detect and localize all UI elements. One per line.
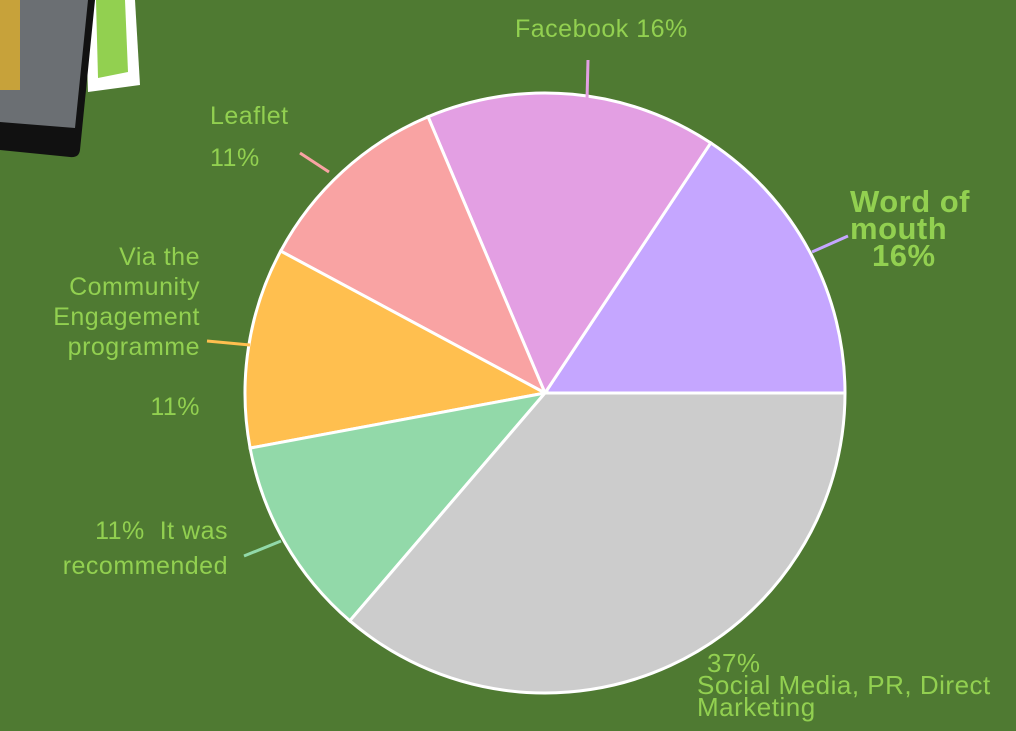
value-label: 11% [95,517,145,545]
leader-line [587,60,588,100]
leader-line [812,236,848,252]
photo-decoration [0,0,140,157]
category-label: Facebook [515,15,629,43]
value-label: 11% [210,137,330,179]
category-label: Social Media, PR, Direct Marketing [697,670,991,722]
slice-label: Facebook 16% [515,14,775,44]
slice-label: Leaflet 11% [210,95,330,179]
leader-line [244,541,281,556]
slice-label: 37%Social Media, PR, Direct Marketing [697,652,997,718]
category-label: Via the Community Engagement programme [53,243,200,361]
slice-label: 11% It was recommended [0,514,228,584]
slide: Word of mouth16%Facebook 16%Leaflet11%Vi… [0,0,1016,731]
value-label: 16% [850,242,1010,269]
photo-detail [0,0,20,90]
category-label: Word of mouth [850,188,1000,242]
photo-accent [96,0,128,78]
slice-label: Via the Community Engagement programme 11… [0,242,200,422]
category-label: Leaflet [210,102,289,130]
category-label: It was recommended [63,517,228,580]
leader-line [207,341,250,345]
value-label: 16% [636,15,688,43]
value-label: 11% [0,392,200,422]
